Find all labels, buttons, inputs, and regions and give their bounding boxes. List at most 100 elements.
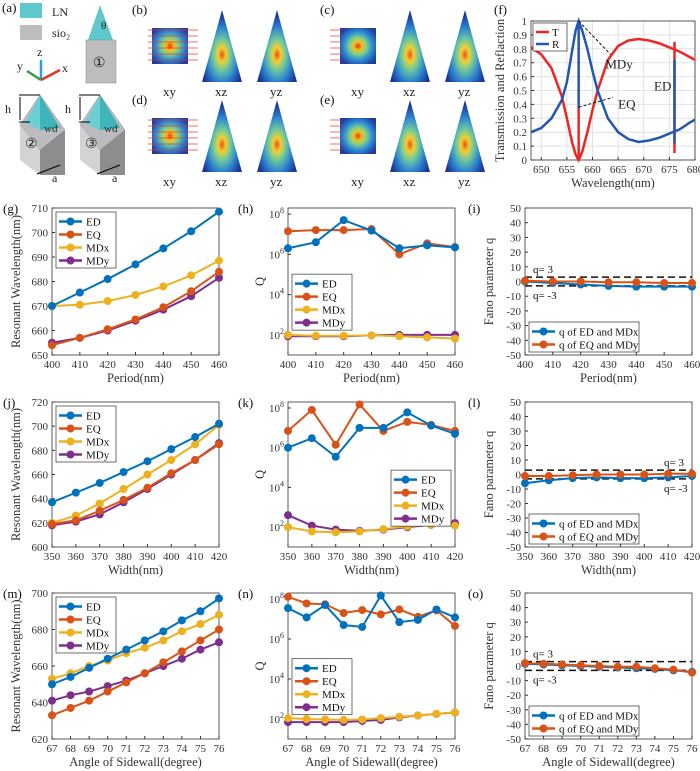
- panel-label-l: (l): [468, 395, 480, 410]
- legend-marker: [66, 230, 75, 239]
- data-point: [302, 599, 311, 608]
- y-tick-label: 0.6: [513, 72, 527, 84]
- data-point: [191, 433, 200, 442]
- panel-label-m: (m): [3, 586, 22, 601]
- y-tick-label: 50: [510, 588, 522, 600]
- legend-marker: [66, 628, 75, 637]
- y-axis-label: Fano parameter q: [482, 237, 496, 325]
- data-point: [284, 443, 292, 452]
- x-tick-label: 67: [283, 743, 295, 755]
- legend-marker: [302, 318, 311, 327]
- x-tick-label: 390: [139, 551, 156, 563]
- x-tick-label: 675: [661, 164, 678, 176]
- data-point: [131, 290, 140, 299]
- data-point: [131, 315, 140, 324]
- data-point: [284, 714, 292, 723]
- y-tick-label: 10: [510, 455, 522, 467]
- legend-label: T: [552, 27, 559, 39]
- legend-marker: [302, 292, 311, 301]
- data-point: [66, 703, 75, 712]
- data-point: [521, 659, 529, 668]
- y-tick-label: 50: [510, 203, 522, 215]
- data-point: [196, 645, 205, 654]
- field-map-xy: [340, 118, 376, 154]
- legend-label: MDy: [86, 256, 110, 268]
- x-tick-label: 72: [139, 743, 150, 755]
- data-point: [339, 331, 348, 340]
- data-point: [159, 658, 168, 667]
- field-map-label-xz: xz: [403, 174, 416, 189]
- ln-swatch: [20, 3, 42, 18]
- x-axis-label: Angle of Sidewall(degree): [69, 755, 202, 769]
- legend-label: EQ: [322, 676, 337, 688]
- x-tick-label: 450: [419, 359, 436, 371]
- data-point: [358, 715, 367, 724]
- legend-marker: [539, 724, 548, 733]
- data-point: [140, 643, 149, 652]
- data-point: [284, 426, 292, 435]
- series-line-q-of-EQ-and-MDy: [524, 662, 693, 674]
- field-map-xz: [202, 10, 242, 82]
- x-tick-label: 400: [44, 359, 61, 371]
- legend-marker: [66, 411, 75, 420]
- y-tick-label: -20: [506, 306, 521, 318]
- data-point: [339, 608, 348, 617]
- x-tick-label: 440: [155, 359, 172, 371]
- y-tick-label: 50: [510, 397, 522, 409]
- legend-box: [528, 321, 640, 353]
- legend-box: [528, 513, 640, 545]
- x-tick-label: 360: [541, 551, 558, 563]
- y-tick-label: 30: [510, 426, 522, 438]
- data-point: [395, 332, 404, 341]
- field-map-xy: [340, 28, 376, 64]
- reference-line-label: q= -3: [533, 674, 557, 686]
- y-tick-label: -50: [506, 734, 521, 746]
- legend-marker: [302, 677, 311, 686]
- data-point: [167, 445, 176, 454]
- legend-label: MDx: [322, 689, 346, 701]
- x-tick-label: 360: [68, 551, 85, 563]
- x-tick-label: 440: [628, 359, 645, 371]
- reference-line-label: q= -3: [533, 290, 557, 302]
- x-tick-label: 660: [584, 164, 601, 176]
- y-tick-label: 0.1: [513, 141, 527, 153]
- x-tick-label: 350: [517, 551, 534, 563]
- x-tick-label: 420: [99, 359, 116, 371]
- x-tick-label: 76: [450, 743, 462, 755]
- data-point: [48, 680, 56, 689]
- chart-f: (f) 650 655 660 665 670 675 680 0 0.1 0.2 0.3 0.40.5…: [493, 2, 700, 190]
- x-tick-label: 70: [102, 743, 114, 755]
- data-point: [355, 423, 364, 432]
- y-tick-label: 650: [32, 350, 49, 362]
- legend-marker: [302, 703, 311, 712]
- y-tick-label: 0.3: [513, 113, 527, 125]
- data-point: [177, 654, 186, 663]
- legend-label: MDy: [421, 514, 445, 526]
- x-tick-label: 72: [612, 743, 623, 755]
- y-tick-label: 0: [516, 661, 522, 673]
- legend-label: EQ: [421, 488, 436, 500]
- legend-label: ED: [421, 475, 436, 487]
- data-point: [358, 622, 367, 631]
- data-point: [688, 668, 696, 677]
- legend-marker: [302, 305, 311, 314]
- x-tick-label: 360: [304, 551, 321, 563]
- legend-marker: [539, 532, 548, 541]
- data-point: [339, 226, 348, 235]
- field-map-label-yz: yz: [458, 174, 471, 189]
- y-tick-label: -20: [506, 499, 521, 511]
- x-axis-label: Width(nm): [344, 563, 399, 577]
- data-point: [48, 520, 56, 529]
- annotation-MDy: MDy: [605, 56, 633, 71]
- data-point: [48, 498, 56, 507]
- y-tick-label: 1: [522, 16, 528, 28]
- data-point: [632, 278, 641, 287]
- x-tick-label: 76: [687, 743, 699, 755]
- wd-label-3: wd: [104, 123, 118, 135]
- x-tick-label: 380: [588, 551, 605, 563]
- data-point: [367, 331, 376, 340]
- y-tick-label: 104: [269, 479, 284, 494]
- x-axis-label: Period(nm): [580, 371, 637, 385]
